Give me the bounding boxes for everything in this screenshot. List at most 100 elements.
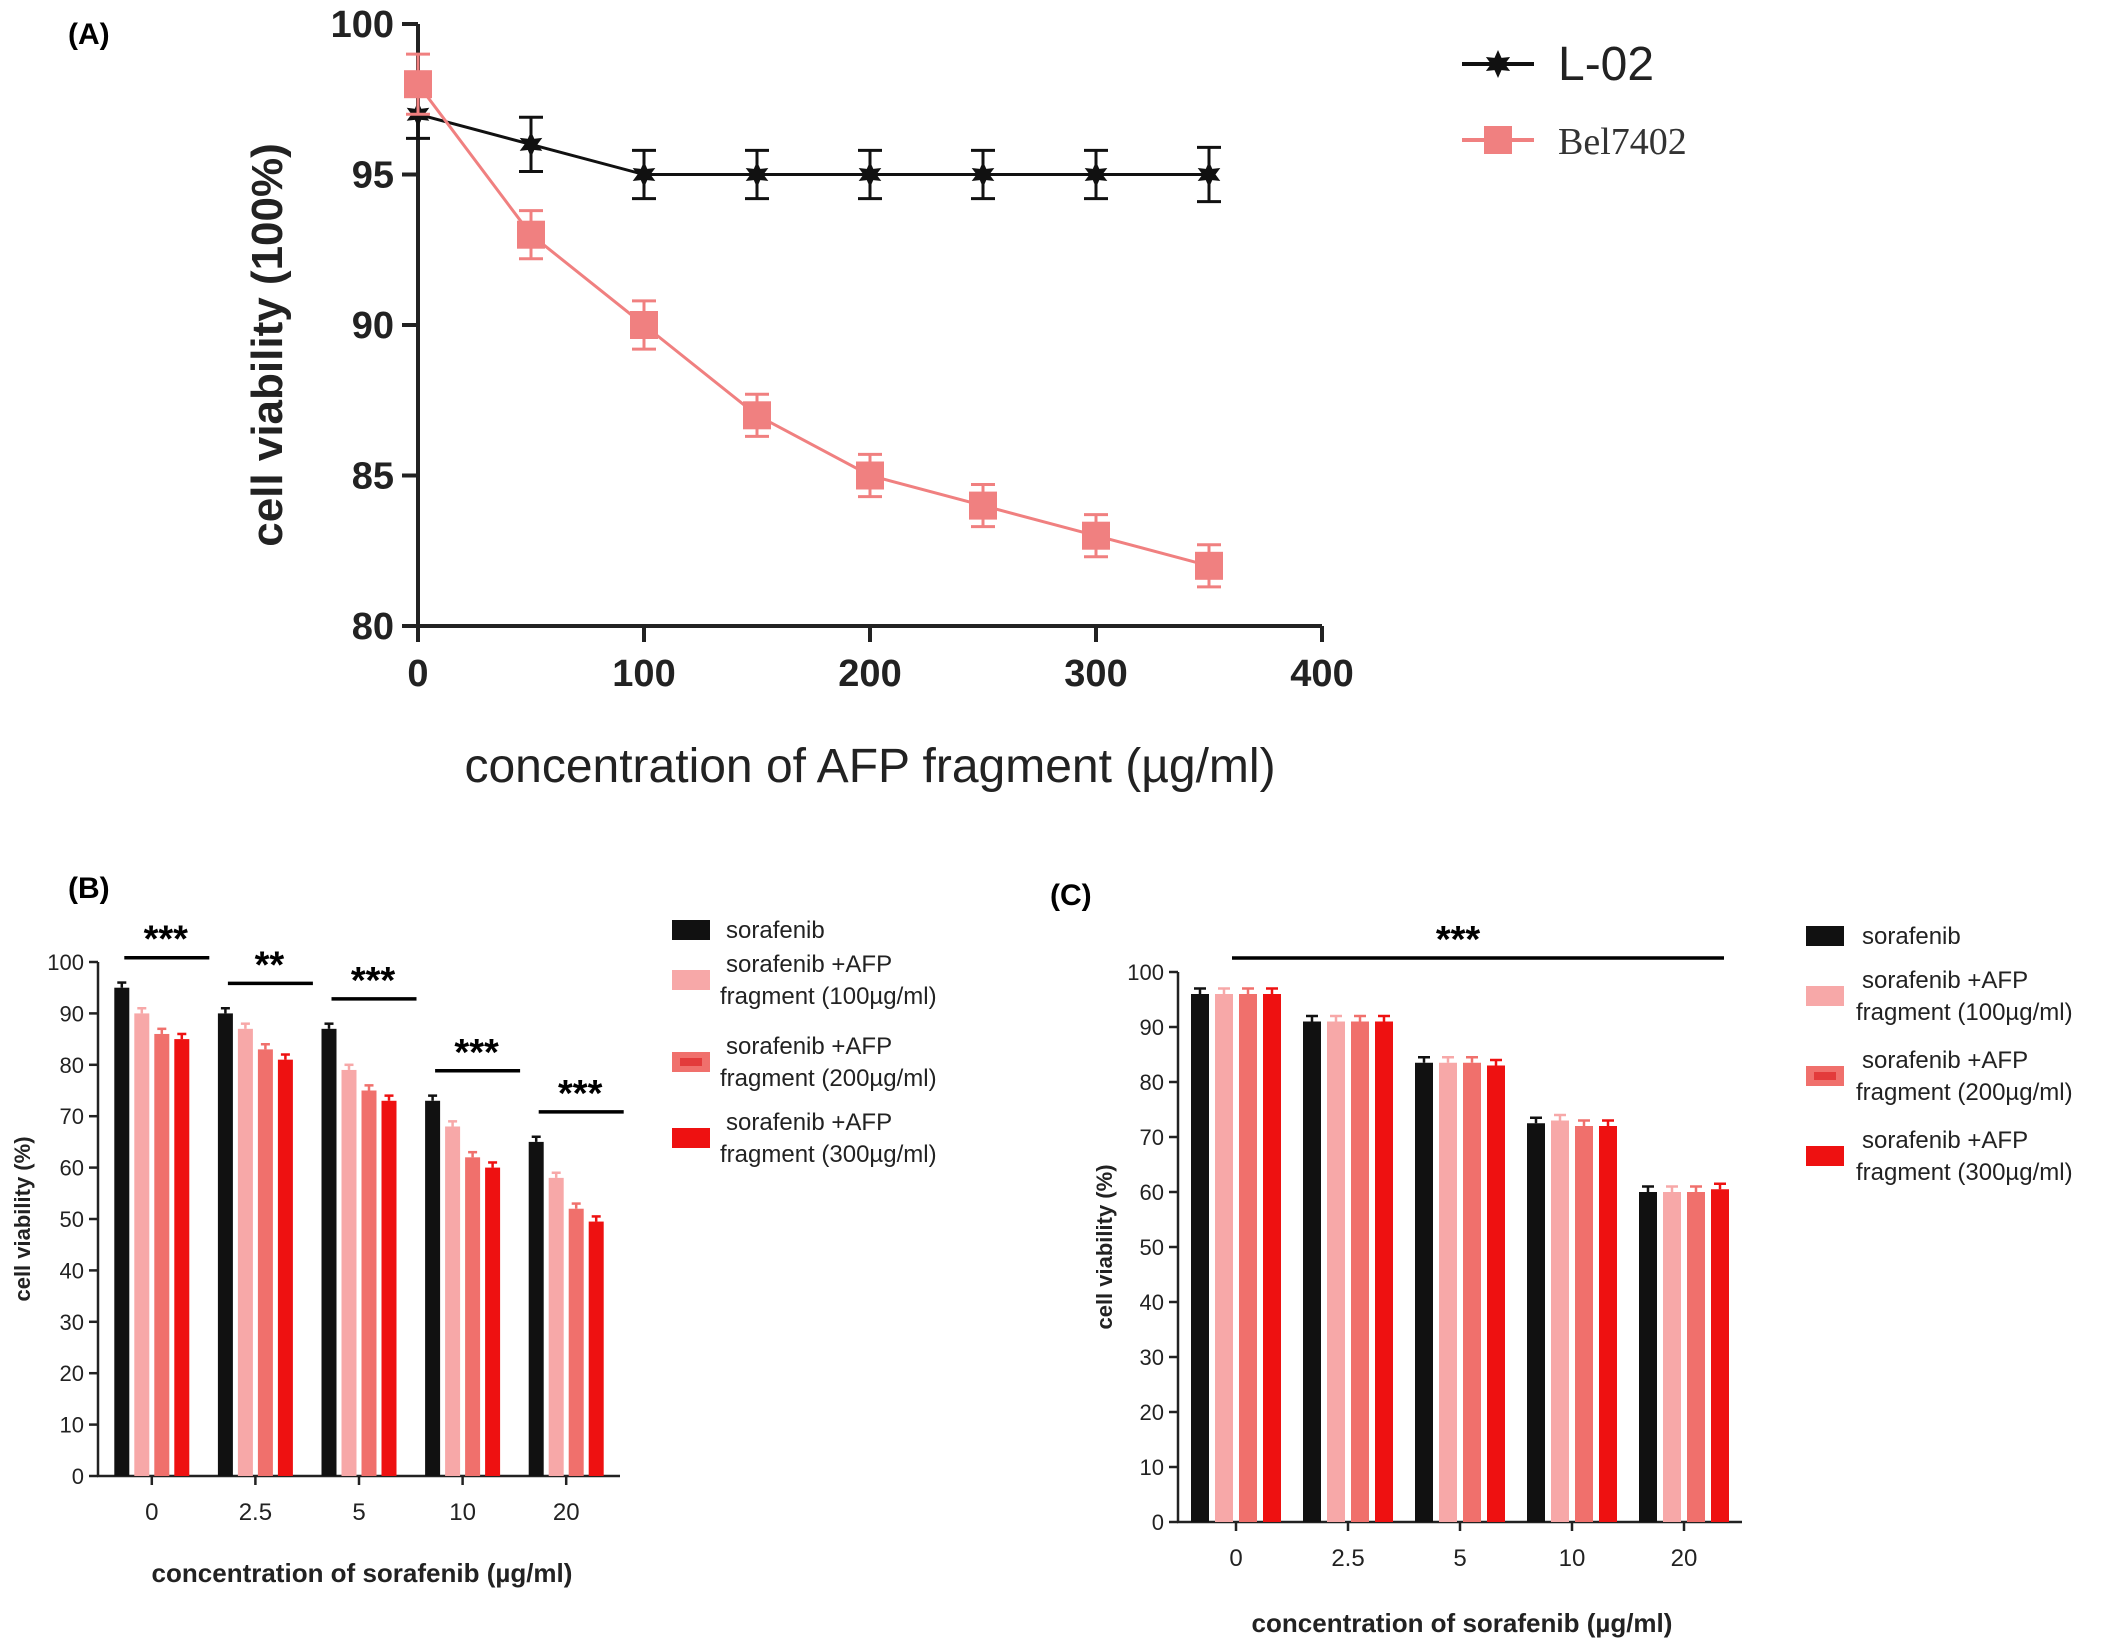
- x-tick-label-a: 400: [1290, 653, 1353, 695]
- x-tick-label-C: 10: [1559, 1545, 1586, 1572]
- data-point-L-02: [745, 161, 769, 188]
- bar-B-1: [237, 1028, 253, 1476]
- chart-c: 0 10 20 30 40 50 60 70 80 90 100 0 2.5 5 10 20 *** concen…: [1092, 919, 2073, 1638]
- bar-C-3: [1487, 1065, 1505, 1522]
- y-tick-label-C: 40: [1140, 1290, 1164, 1315]
- bar-C-3: [1375, 1021, 1393, 1522]
- y-tick-label-C: 60: [1140, 1180, 1164, 1205]
- y-tick-label-B: 90: [60, 1001, 84, 1026]
- bar-B-3: [588, 1221, 604, 1476]
- y-tick-label-C: 90: [1140, 1015, 1164, 1040]
- y-tick-label-B: 60: [60, 1156, 84, 1181]
- y-axis-title-B: cell viability (%): [10, 1136, 35, 1301]
- x-tick-label-C: 20: [1671, 1545, 1698, 1572]
- bar-B-3: [174, 1039, 190, 1476]
- bar-B-1: [341, 1069, 357, 1476]
- bar-B-3: [277, 1059, 293, 1476]
- significance-label-B: ***: [351, 960, 396, 1002]
- panel-label-b: (B): [68, 872, 110, 905]
- y-tick-label-B: 80: [60, 1053, 84, 1078]
- legend-swatch-inner-B: [680, 1058, 702, 1066]
- data-point-Bel7402: [969, 491, 997, 520]
- bar-C-3: [1711, 1189, 1729, 1522]
- y-tick-label-a: 90: [352, 305, 394, 347]
- y-tick-label-C: 70: [1140, 1125, 1164, 1150]
- legend-label-C-2: fragment (200µg/ml): [1856, 1079, 2073, 1106]
- bar-C-3: [1263, 994, 1281, 1522]
- bar-B-0: [528, 1141, 544, 1476]
- data-point-Bel7402: [856, 461, 884, 490]
- y-tick-label-B: 30: [60, 1310, 84, 1335]
- bar-B-0: [321, 1028, 337, 1476]
- y-tick-label-a: 95: [352, 155, 394, 197]
- legend-marker-L-02: [1485, 50, 1511, 78]
- bar-C-0: [1415, 1062, 1433, 1522]
- x-tick-label-a: 100: [612, 653, 675, 695]
- y-tick-label-B: 50: [60, 1207, 84, 1232]
- legend-label-C-1: fragment (100µg/ml): [1856, 999, 2073, 1026]
- bar-C-3: [1599, 1126, 1617, 1522]
- bar-B-0: [425, 1100, 441, 1476]
- data-point-L-02: [632, 161, 656, 188]
- x-tick-label-a: 200: [838, 653, 901, 695]
- legend-label-C-0: sorafenib: [1862, 923, 1961, 950]
- legend-label-B-2: sorafenib +AFP: [726, 1033, 892, 1060]
- y-axis-title-a: cell viability (100%): [243, 143, 292, 547]
- y-tick-label-a: 80: [352, 606, 394, 648]
- x-tick-label-B: 10: [449, 1499, 476, 1526]
- series-line-Bel7402: [416, 83, 1210, 568]
- legend-label-B-3: fragment (300µg/ml): [720, 1141, 937, 1168]
- legend-swatch-C-3: [1806, 1146, 1844, 1166]
- legend-label-B-1: fragment (100µg/ml): [720, 983, 937, 1010]
- legend-swatch-B-3: [672, 1128, 710, 1148]
- bar-C-1: [1663, 1192, 1681, 1522]
- legend-swatch-inner-C: [1814, 1072, 1836, 1080]
- legend-label-C-3: sorafenib +AFP: [1862, 1127, 2028, 1154]
- bar-B-2: [568, 1208, 584, 1476]
- legend-swatch-B-0: [672, 920, 710, 940]
- y-tick-label-B: 70: [60, 1104, 84, 1129]
- y-tick-label-a: 85: [352, 456, 394, 498]
- bar-C-0: [1191, 994, 1209, 1522]
- y-tick-label-B: 0: [72, 1464, 84, 1489]
- legend-label-L-02: L-02: [1558, 38, 1654, 91]
- bar-B-3: [381, 1100, 397, 1476]
- x-tick-label-a: 0: [407, 653, 428, 695]
- data-point-Bel7402: [743, 401, 771, 430]
- y-tick-label-C: 30: [1140, 1345, 1164, 1370]
- bar-C-0: [1303, 1021, 1321, 1522]
- bar-C-0: [1527, 1123, 1545, 1522]
- legend-label-Bel7402: Bel7402: [1558, 121, 1687, 163]
- significance-label-B: ***: [558, 1073, 603, 1115]
- bar-B-3: [485, 1167, 501, 1476]
- legend-label-C-1: sorafenib +AFP: [1862, 967, 2028, 994]
- data-point-L-02: [971, 161, 995, 188]
- bar-B-1: [134, 1013, 150, 1476]
- bar-B-1: [548, 1177, 564, 1476]
- data-point-Bel7402: [1082, 521, 1110, 550]
- y-tick-label-C: 20: [1140, 1400, 1164, 1425]
- bar-C-1: [1215, 994, 1233, 1522]
- x-tick-label-B: 5: [352, 1499, 365, 1526]
- bar-C-2: [1687, 1192, 1705, 1522]
- data-point-Bel7402: [1195, 551, 1223, 580]
- bar-B-2: [361, 1090, 377, 1476]
- x-axis-title-B: concentration of sorafenib (µg/ml): [152, 1558, 573, 1588]
- y-tick-label-C: 50: [1140, 1235, 1164, 1260]
- legend-label-B-0: sorafenib: [726, 917, 825, 944]
- significance-label-B: ***: [454, 1032, 499, 1074]
- x-tick-label-C: 5: [1453, 1545, 1466, 1572]
- y-tick-label-C: 10: [1140, 1455, 1164, 1480]
- legend-label-C-3: fragment (300µg/ml): [1856, 1159, 2073, 1186]
- data-point-L-02: [519, 131, 543, 158]
- y-axis-title-C: cell viability (%): [1092, 1164, 1117, 1329]
- x-tick-label-B: 2.5: [239, 1499, 272, 1526]
- bar-C-0: [1639, 1192, 1657, 1522]
- data-point-L-02: [1197, 161, 1221, 188]
- bar-B-1: [445, 1126, 461, 1476]
- bar-C-1: [1551, 1120, 1569, 1522]
- legend-label-C-2: sorafenib +AFP: [1862, 1047, 2028, 1074]
- bar-C-1: [1327, 1021, 1345, 1522]
- x-tick-label-C: 0: [1229, 1545, 1242, 1572]
- significance-label-B: **: [255, 944, 285, 986]
